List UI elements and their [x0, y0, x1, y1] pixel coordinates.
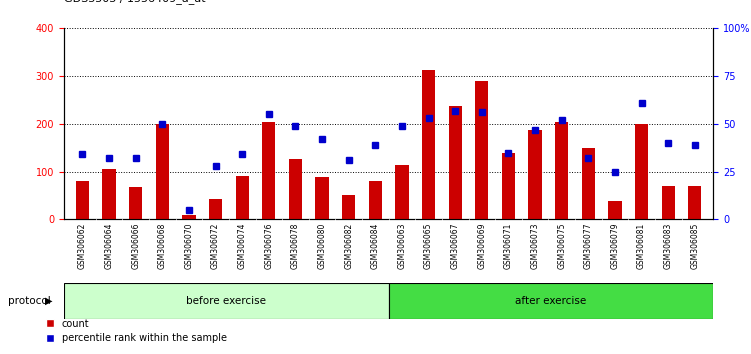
- Text: GSM306076: GSM306076: [264, 223, 273, 269]
- Text: GSM306078: GSM306078: [291, 223, 300, 269]
- Bar: [209, 199, 222, 219]
- Text: GSM306080: GSM306080: [318, 223, 327, 269]
- Bar: [422, 70, 436, 219]
- Bar: [76, 181, 89, 219]
- Bar: [102, 169, 116, 219]
- Text: GSM306070: GSM306070: [185, 223, 194, 269]
- Bar: [662, 186, 675, 219]
- Text: GSM306075: GSM306075: [557, 223, 566, 269]
- Text: GSM306074: GSM306074: [238, 223, 247, 269]
- Bar: [315, 177, 329, 219]
- Text: protocol: protocol: [8, 296, 50, 306]
- Text: GSM306067: GSM306067: [451, 223, 460, 269]
- Text: GSM306079: GSM306079: [611, 223, 620, 269]
- Text: before exercise: before exercise: [186, 296, 267, 306]
- Bar: [129, 188, 143, 219]
- Bar: [369, 181, 382, 219]
- Bar: [555, 122, 569, 219]
- Bar: [635, 124, 648, 219]
- Text: GDS3503 / 1556409_a_at: GDS3503 / 1556409_a_at: [64, 0, 206, 4]
- Text: GSM306072: GSM306072: [211, 223, 220, 269]
- Text: GSM306084: GSM306084: [371, 223, 380, 269]
- Legend: count, percentile rank within the sample: count, percentile rank within the sample: [42, 315, 231, 347]
- Text: GSM306064: GSM306064: [104, 223, 113, 269]
- Text: GSM306085: GSM306085: [690, 223, 699, 269]
- Bar: [389, 283, 713, 319]
- Bar: [64, 283, 389, 319]
- Bar: [236, 176, 249, 219]
- Bar: [475, 81, 488, 219]
- Bar: [289, 159, 302, 219]
- Text: after exercise: after exercise: [515, 296, 587, 306]
- Bar: [155, 124, 169, 219]
- Text: GSM306066: GSM306066: [131, 223, 140, 269]
- Bar: [608, 201, 622, 219]
- Text: GSM306069: GSM306069: [478, 223, 487, 269]
- Bar: [262, 122, 276, 219]
- Bar: [395, 165, 409, 219]
- Text: GSM306062: GSM306062: [78, 223, 87, 269]
- Text: ▶: ▶: [45, 296, 53, 306]
- Text: GSM306068: GSM306068: [158, 223, 167, 269]
- Bar: [448, 106, 462, 219]
- Bar: [688, 186, 701, 219]
- Text: GSM306081: GSM306081: [637, 223, 646, 269]
- Text: GSM306065: GSM306065: [424, 223, 433, 269]
- Text: GSM306083: GSM306083: [664, 223, 673, 269]
- Bar: [529, 130, 541, 219]
- Text: GSM306073: GSM306073: [530, 223, 539, 269]
- Text: GSM306077: GSM306077: [584, 223, 593, 269]
- Text: GSM306063: GSM306063: [397, 223, 406, 269]
- Text: GSM306082: GSM306082: [344, 223, 353, 269]
- Bar: [182, 215, 195, 219]
- Bar: [582, 148, 595, 219]
- Bar: [502, 153, 515, 219]
- Text: GSM306071: GSM306071: [504, 223, 513, 269]
- Bar: [342, 195, 355, 219]
